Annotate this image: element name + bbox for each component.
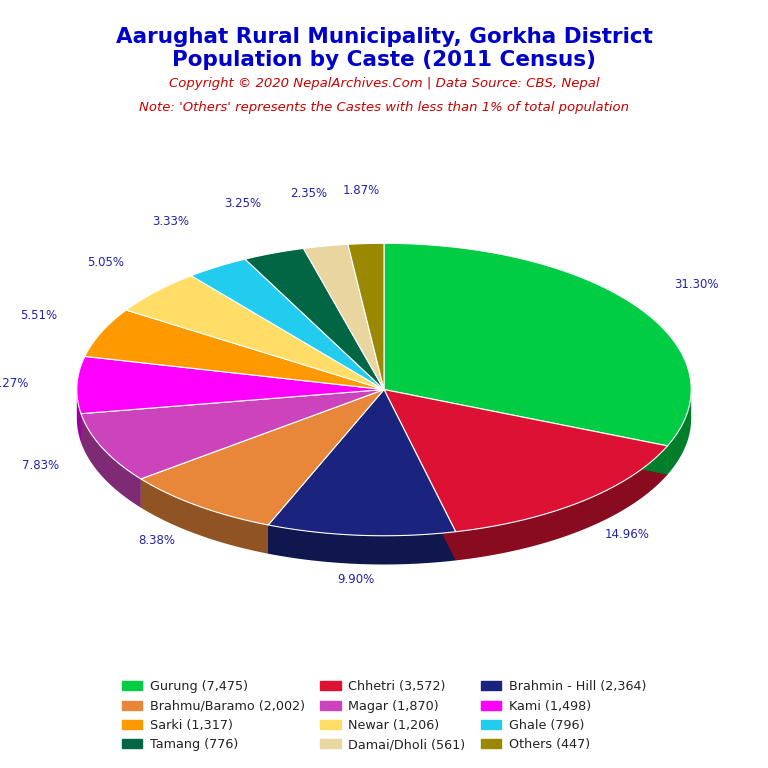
Polygon shape xyxy=(384,243,691,446)
Polygon shape xyxy=(81,414,141,508)
Polygon shape xyxy=(141,389,384,525)
Text: 3.25%: 3.25% xyxy=(224,197,261,210)
Polygon shape xyxy=(81,389,384,442)
Text: 6.27%: 6.27% xyxy=(0,377,28,390)
Polygon shape xyxy=(191,259,384,389)
Text: 9.90%: 9.90% xyxy=(337,573,374,585)
Text: 2.35%: 2.35% xyxy=(290,187,328,200)
Polygon shape xyxy=(77,388,81,442)
Legend: Gurung (7,475), Brahmu/Baramo (2,002), Sarki (1,317), Tamang (776), Chhetri (3,5: Gurung (7,475), Brahmu/Baramo (2,002), S… xyxy=(115,674,653,758)
Polygon shape xyxy=(268,525,455,564)
Polygon shape xyxy=(81,389,384,442)
Text: 14.96%: 14.96% xyxy=(604,528,650,541)
Polygon shape xyxy=(77,356,384,414)
Text: Note: 'Others' represents the Castes with less than 1% of total population: Note: 'Others' represents the Castes wit… xyxy=(139,101,629,114)
Polygon shape xyxy=(84,310,384,389)
Polygon shape xyxy=(141,389,384,508)
Polygon shape xyxy=(384,389,455,561)
Polygon shape xyxy=(268,389,384,554)
Text: Aarughat Rural Municipality, Gorkha District: Aarughat Rural Municipality, Gorkha Dist… xyxy=(115,27,653,47)
Polygon shape xyxy=(384,389,667,531)
Polygon shape xyxy=(455,446,667,561)
Polygon shape xyxy=(667,389,691,475)
Polygon shape xyxy=(384,389,455,561)
Polygon shape xyxy=(268,389,384,554)
Text: 7.83%: 7.83% xyxy=(22,459,59,472)
Text: 3.33%: 3.33% xyxy=(152,215,189,228)
Polygon shape xyxy=(81,389,384,479)
Text: 5.05%: 5.05% xyxy=(87,256,124,269)
Text: 8.38%: 8.38% xyxy=(139,535,176,548)
Polygon shape xyxy=(141,479,268,554)
Polygon shape xyxy=(141,389,384,508)
Text: 31.30%: 31.30% xyxy=(674,278,718,290)
Text: Population by Caste (2011 Census): Population by Caste (2011 Census) xyxy=(172,50,596,70)
Polygon shape xyxy=(245,248,384,389)
Text: 1.87%: 1.87% xyxy=(343,184,379,197)
Polygon shape xyxy=(384,389,667,475)
Text: 5.51%: 5.51% xyxy=(21,309,58,322)
Polygon shape xyxy=(384,389,667,475)
Polygon shape xyxy=(268,389,455,536)
Polygon shape xyxy=(348,243,384,389)
Polygon shape xyxy=(303,244,384,389)
Polygon shape xyxy=(126,276,384,389)
Text: Copyright © 2020 NepalArchives.Com | Data Source: CBS, Nepal: Copyright © 2020 NepalArchives.Com | Dat… xyxy=(169,77,599,90)
